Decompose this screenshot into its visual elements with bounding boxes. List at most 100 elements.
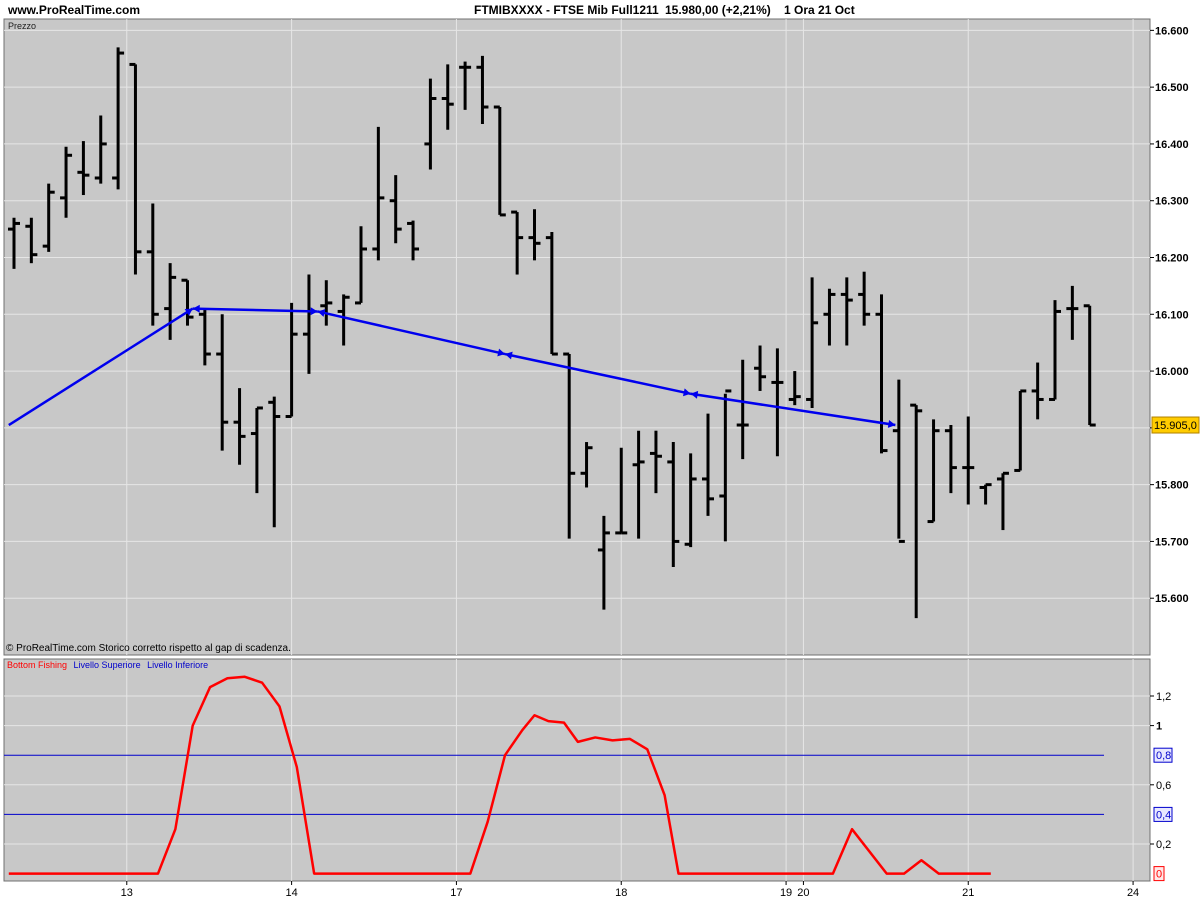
instrument-title: FTMIBXXXX - FTSE Mib Full1211 xyxy=(474,3,659,17)
price-panel-label: Prezzo xyxy=(8,21,36,31)
ohlc-bar[interactable] xyxy=(806,277,819,408)
level-label: 0,8 xyxy=(1156,750,1171,762)
period-text: 1 Ora 21 Oct xyxy=(784,3,855,17)
ohlc-bar[interactable] xyxy=(459,61,472,110)
price-tick-label: 16.600 xyxy=(1155,25,1189,37)
x-tick-label: 24 xyxy=(1127,887,1139,899)
site-name[interactable]: www.ProRealTime.com xyxy=(7,3,140,17)
ohlc-bar[interactable] xyxy=(615,447,628,535)
ohlc-bar[interactable] xyxy=(372,126,385,261)
indicator-panel[interactable] xyxy=(3,658,1151,882)
ohlc-bar[interactable] xyxy=(684,453,697,548)
price-tick-label: 16.300 xyxy=(1155,196,1189,208)
zero-label: 0 xyxy=(1156,869,1162,881)
ohlc-bar[interactable] xyxy=(719,389,732,542)
x-tick-label: 18 xyxy=(615,887,627,899)
price-tick-label: 16.500 xyxy=(1155,82,1189,94)
bottom-fishing-line xyxy=(8,675,991,875)
ohlc-bar[interactable] xyxy=(94,115,107,184)
ohlc-bar[interactable] xyxy=(441,64,454,130)
level-label: 0,4 xyxy=(1156,809,1171,821)
ohlc-bar[interactable] xyxy=(164,263,177,340)
ohlc-bar[interactable] xyxy=(129,62,142,275)
level-label-box xyxy=(1153,747,1173,763)
trendline-arrowhead xyxy=(497,348,506,357)
ohlc-bar[interactable] xyxy=(493,105,506,217)
trendline-segment xyxy=(8,307,194,427)
ohlc-bar[interactable] xyxy=(702,413,714,516)
ohlc-bar[interactable] xyxy=(250,406,263,494)
ohlc-bar[interactable] xyxy=(285,302,298,418)
price-panel[interactable] xyxy=(3,18,1151,656)
x-tick-label: 19 xyxy=(780,887,792,899)
legend-bottom-fishing: Bottom Fishing xyxy=(7,660,67,670)
price-tick-label: 15.800 xyxy=(1155,480,1189,492)
ohlc-bar[interactable] xyxy=(788,371,801,406)
ohlc-bar[interactable] xyxy=(1066,285,1079,340)
ohlc-bar[interactable] xyxy=(649,430,662,494)
trendline-arrowhead xyxy=(690,390,699,399)
ohlc-bar[interactable] xyxy=(979,483,992,505)
ohlc-bar[interactable] xyxy=(892,379,905,543)
ohlc-bar[interactable] xyxy=(268,396,281,528)
ohlc-bar[interactable] xyxy=(754,345,767,391)
trendline-segment xyxy=(690,392,896,427)
ohlc-bar[interactable] xyxy=(736,359,749,460)
ohlc-bar[interactable] xyxy=(962,416,975,505)
ohlc-bar[interactable] xyxy=(1083,304,1096,427)
x-tick-label: 14 xyxy=(285,887,297,899)
ohlc-bar[interactable] xyxy=(840,277,853,346)
ohlc-bar[interactable] xyxy=(60,146,73,218)
ohlc-bar[interactable] xyxy=(910,403,923,619)
ohlc-bar[interactable] xyxy=(996,471,1009,531)
ohlc-bar[interactable] xyxy=(632,430,645,539)
ohlc-bar[interactable] xyxy=(337,294,350,346)
ohlc-bar[interactable] xyxy=(667,442,680,567)
ohlc-bar[interactable] xyxy=(198,308,211,366)
ohlc-bar[interactable] xyxy=(823,288,836,346)
ohlc-bar[interactable] xyxy=(944,425,957,494)
legend-upper-level: Livello Superiore xyxy=(74,660,141,670)
ohlc-bar[interactable] xyxy=(146,203,159,326)
ohlc-bar[interactable] xyxy=(597,515,610,610)
ohlc-bar[interactable] xyxy=(181,278,194,326)
legend-lower-level: Livello Inferiore xyxy=(147,660,208,670)
ohlc-bar[interactable] xyxy=(476,55,489,125)
ohlc-bar[interactable] xyxy=(927,419,940,524)
ohlc-bar[interactable] xyxy=(355,226,367,305)
ohlc-bar[interactable] xyxy=(320,280,333,326)
ohlc-bar[interactable] xyxy=(25,217,38,264)
indicator-tick-label: 0,6 xyxy=(1156,780,1171,792)
ohlc-bar[interactable] xyxy=(42,183,55,252)
indicator-legend: Bottom Fishing Livello Superiore Livello… xyxy=(7,660,208,670)
ohlc-bar[interactable] xyxy=(1049,300,1061,401)
price-tick-label: 16.400 xyxy=(1155,139,1189,151)
trendline-arrowhead xyxy=(682,388,691,397)
ohlc-bar[interactable] xyxy=(389,175,402,244)
quote-text: 15.980,00 (+2,21%) xyxy=(665,3,771,17)
ohlc-bar[interactable] xyxy=(580,442,593,488)
x-tick-label: 20 xyxy=(797,887,809,899)
ohlc-bar[interactable] xyxy=(8,217,20,269)
ohlc-bar[interactable] xyxy=(1014,389,1027,472)
ohlc-bar[interactable] xyxy=(545,231,558,356)
footnote: © ProRealTime.com Storico corretto rispe… xyxy=(6,643,291,654)
ohlc-bar[interactable] xyxy=(528,209,541,261)
ohlc-bar[interactable] xyxy=(407,220,420,261)
ohlc-bar[interactable] xyxy=(112,47,125,190)
ohlc-bar[interactable] xyxy=(1031,362,1044,420)
ohlc-bar[interactable] xyxy=(858,271,871,326)
ohlc-bar[interactable] xyxy=(216,314,229,451)
level-label-box xyxy=(1153,806,1173,822)
ohlc-bar[interactable] xyxy=(77,141,90,196)
x-tick-label: 17 xyxy=(450,887,462,899)
trendline[interactable] xyxy=(8,304,896,428)
ohlc-bar[interactable] xyxy=(233,388,246,465)
indicator-tick-label: 0,2 xyxy=(1156,839,1171,851)
ohlc-bar[interactable] xyxy=(875,294,888,454)
ohlc-bar[interactable] xyxy=(424,78,437,170)
ohlc-bar[interactable] xyxy=(563,352,576,539)
ohlc-bar[interactable] xyxy=(511,210,524,275)
ohlc-bar[interactable] xyxy=(771,348,784,457)
